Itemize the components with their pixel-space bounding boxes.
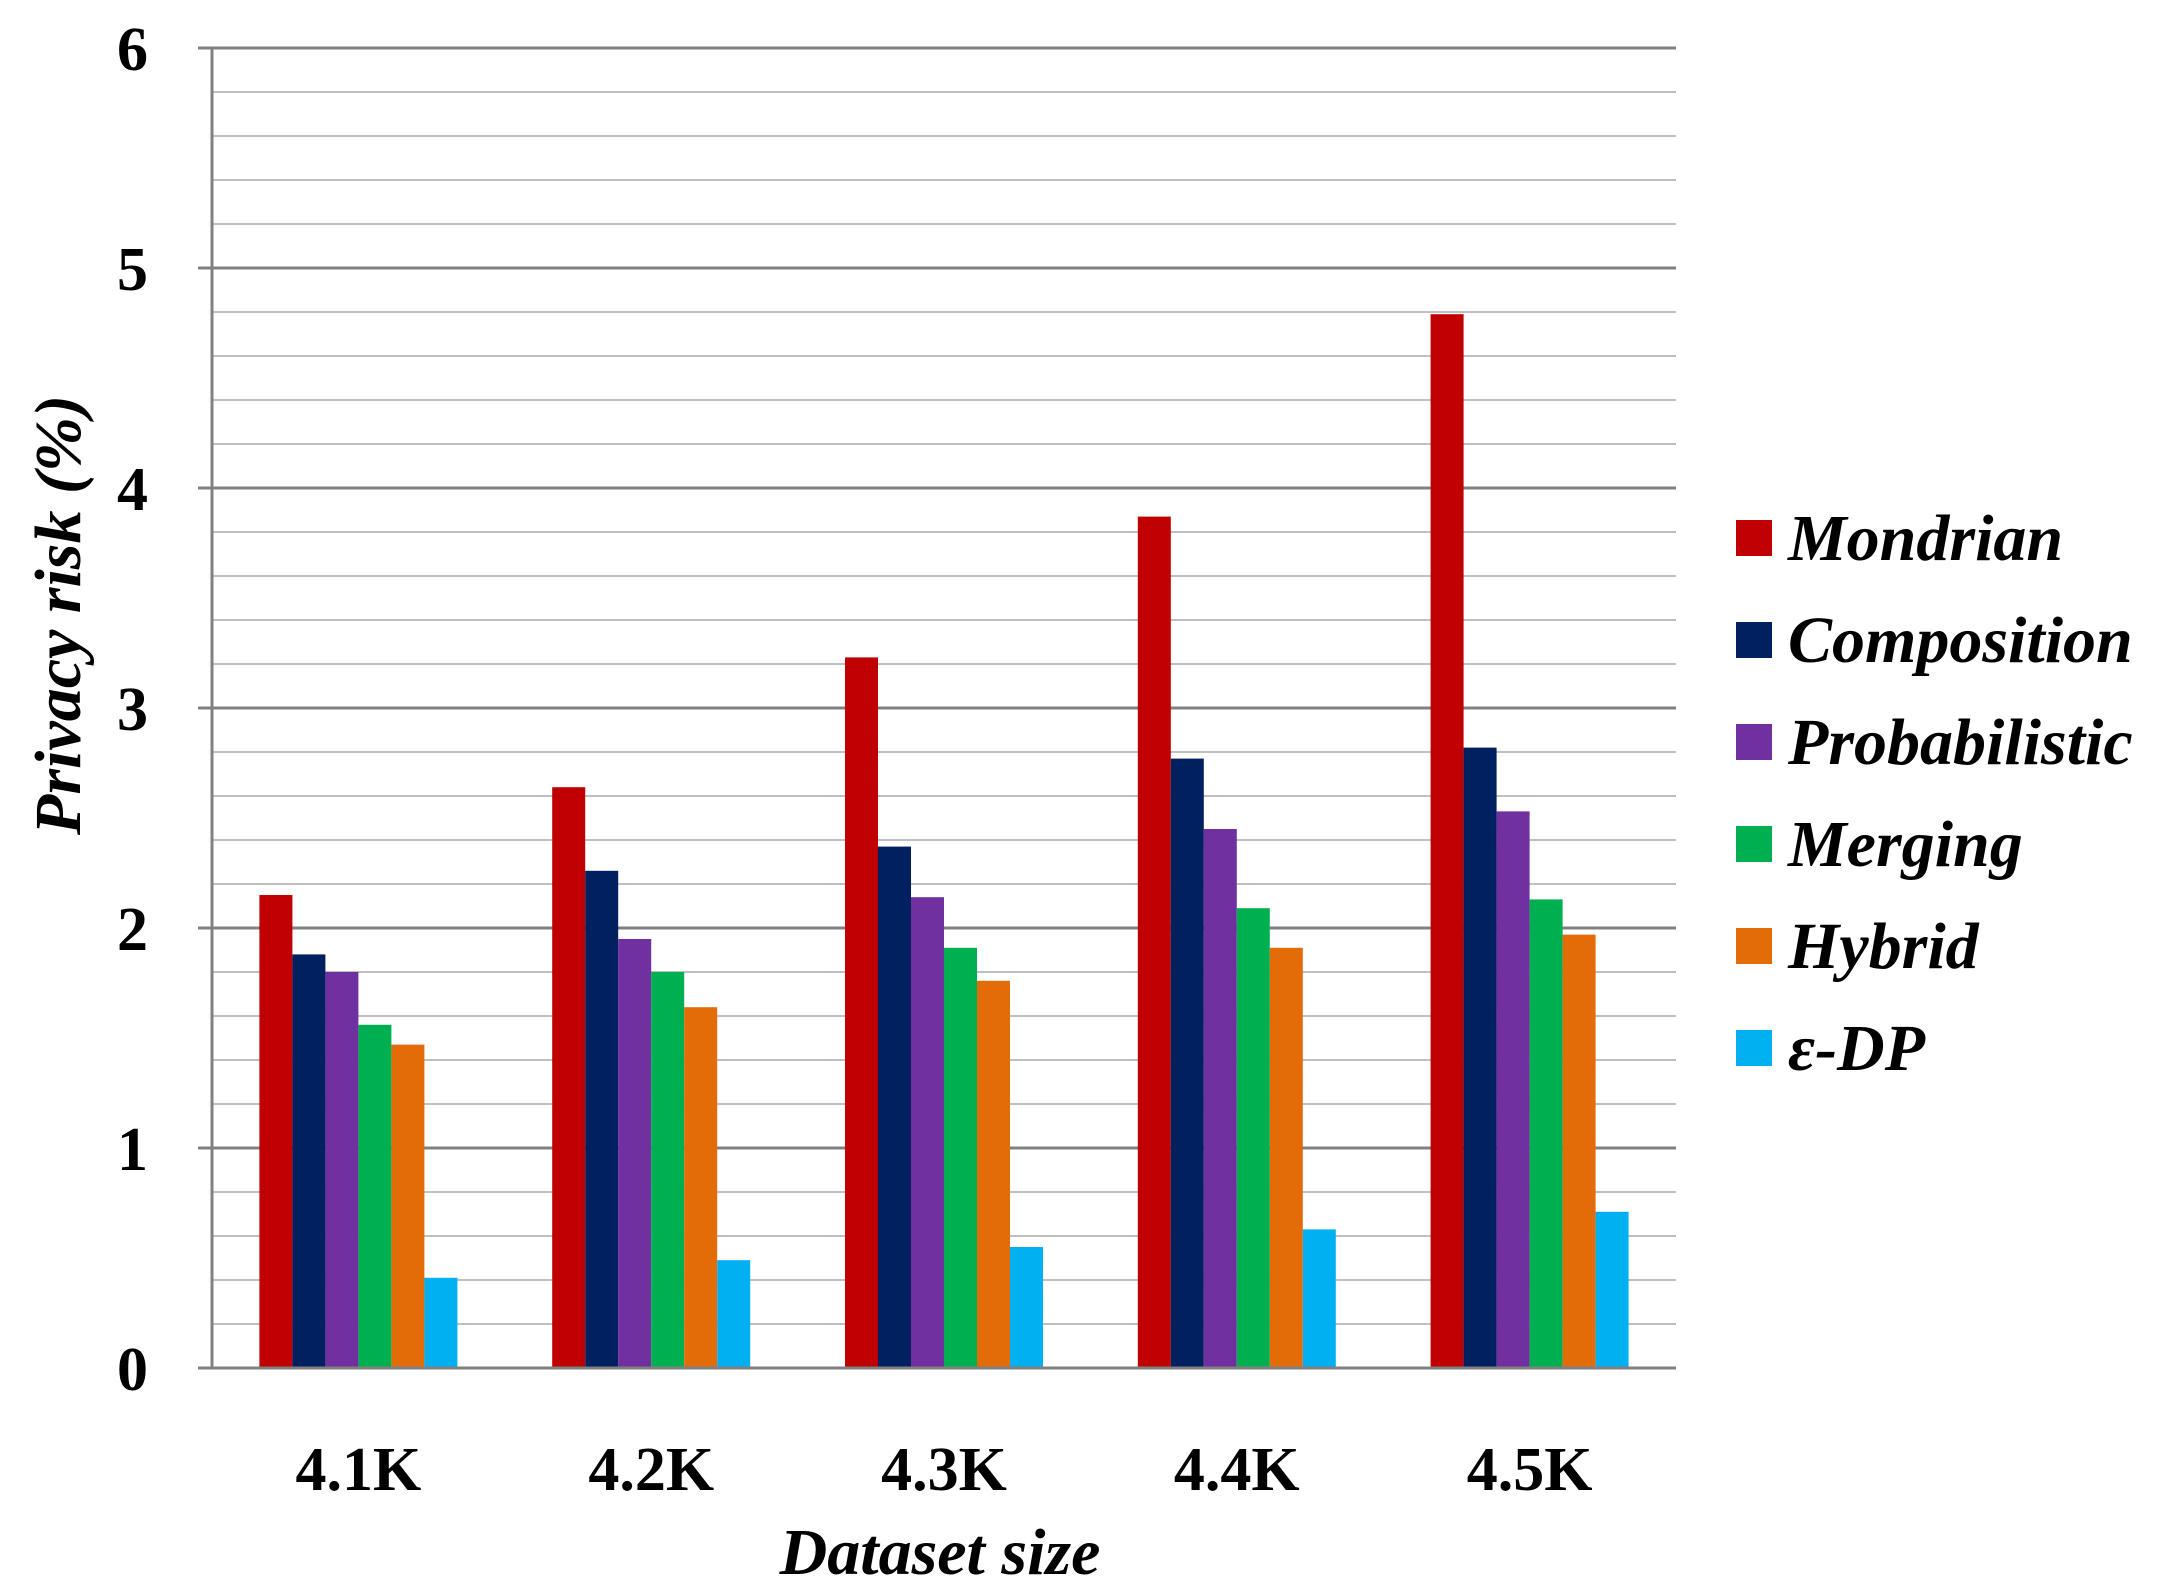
y-axis-title: Privacy risk (%) [22, 395, 95, 836]
legend-swatch [1736, 1030, 1772, 1066]
bar-probabilistic-4-1k [325, 972, 359, 1368]
bar-merging-4-4k [1236, 908, 1270, 1368]
bar-dp-4-1k [424, 1277, 458, 1368]
y-tick-label: 1 [117, 1116, 148, 1184]
bars [259, 314, 1629, 1369]
y-tick-label: 5 [117, 236, 148, 304]
y-tick-label: 0 [117, 1336, 148, 1404]
x-tick-label: 4.3K [881, 1436, 1007, 1504]
bar-mondrian-4-4k [1137, 516, 1171, 1368]
y-tick-label: 4 [117, 456, 148, 524]
bar-composition-4-3k [878, 846, 911, 1368]
bar-dp-4-2k [717, 1260, 751, 1368]
bar-mondrian-4-1k [259, 895, 293, 1368]
y-tick-label: 6 [117, 16, 148, 84]
legend: Mondrian Composition Probabilistic Merging H… [1736, 502, 2133, 1085]
bar-composition-4-4k [1170, 758, 1204, 1368]
bar-hybrid-4-5k [1562, 934, 1596, 1368]
bar-hybrid-4-4k [1269, 947, 1303, 1368]
bar-hybrid-4-1k [391, 1044, 425, 1368]
bar-dp-4-4k [1302, 1229, 1336, 1368]
bar-probabilistic-4-2k [618, 939, 652, 1368]
legend-swatch [1736, 520, 1772, 556]
legend-label: Merging [1787, 808, 2023, 881]
bar-mondrian-4-3k [845, 657, 878, 1368]
bar-composition-4-2k [585, 870, 619, 1368]
x-tick-label: 4.2K [588, 1436, 714, 1504]
bar-merging-4-5k [1529, 899, 1563, 1368]
legend-label: Mondrian [1787, 502, 2063, 575]
bar-probabilistic-4-3k [911, 897, 944, 1368]
bar-dp-4-5k [1595, 1211, 1629, 1368]
axes [198, 46, 1676, 1370]
legend-swatch [1736, 622, 1772, 658]
legend-label: Composition [1788, 604, 2133, 677]
x-tick-label: 4.5K [1467, 1436, 1593, 1504]
bar-dp-4-3k [1010, 1247, 1043, 1368]
x-tick-label: 4.1K [296, 1436, 422, 1504]
y-tick-labels: 0 1 2 3 4 5 6 [117, 16, 148, 1404]
bar-merging-4-2k [651, 972, 685, 1368]
bar-probabilistic-4-5k [1496, 811, 1530, 1368]
bar-mondrian-4-2k [552, 787, 586, 1368]
bar-hybrid-4-3k [977, 980, 1010, 1368]
x-axis-title: Dataset size [779, 1516, 1101, 1588]
legend-label: ε-DP [1788, 1012, 1926, 1085]
legend-label: Hybrid [1787, 910, 1980, 983]
bar-merging-4-1k [358, 1024, 392, 1368]
x-tick-label: 4.4K [1174, 1436, 1300, 1504]
legend-swatch [1736, 724, 1772, 760]
y-tick-label: 2 [117, 896, 148, 964]
bar-composition-4-5k [1463, 747, 1497, 1368]
legend-swatch [1736, 826, 1772, 862]
x-tick-labels: 4.1K 4.2K 4.3K 4.4K 4.5K [296, 1436, 1593, 1504]
bar-hybrid-4-2k [684, 1007, 718, 1368]
legend-label: Probabilistic [1787, 706, 2133, 779]
y-tick-label: 3 [117, 676, 148, 744]
legend-swatch [1736, 928, 1772, 964]
bar-probabilistic-4-4k [1203, 829, 1237, 1368]
bar-mondrian-4-5k [1430, 314, 1464, 1369]
bar-composition-4-1k [292, 954, 326, 1368]
bar-merging-4-3k [944, 947, 977, 1368]
